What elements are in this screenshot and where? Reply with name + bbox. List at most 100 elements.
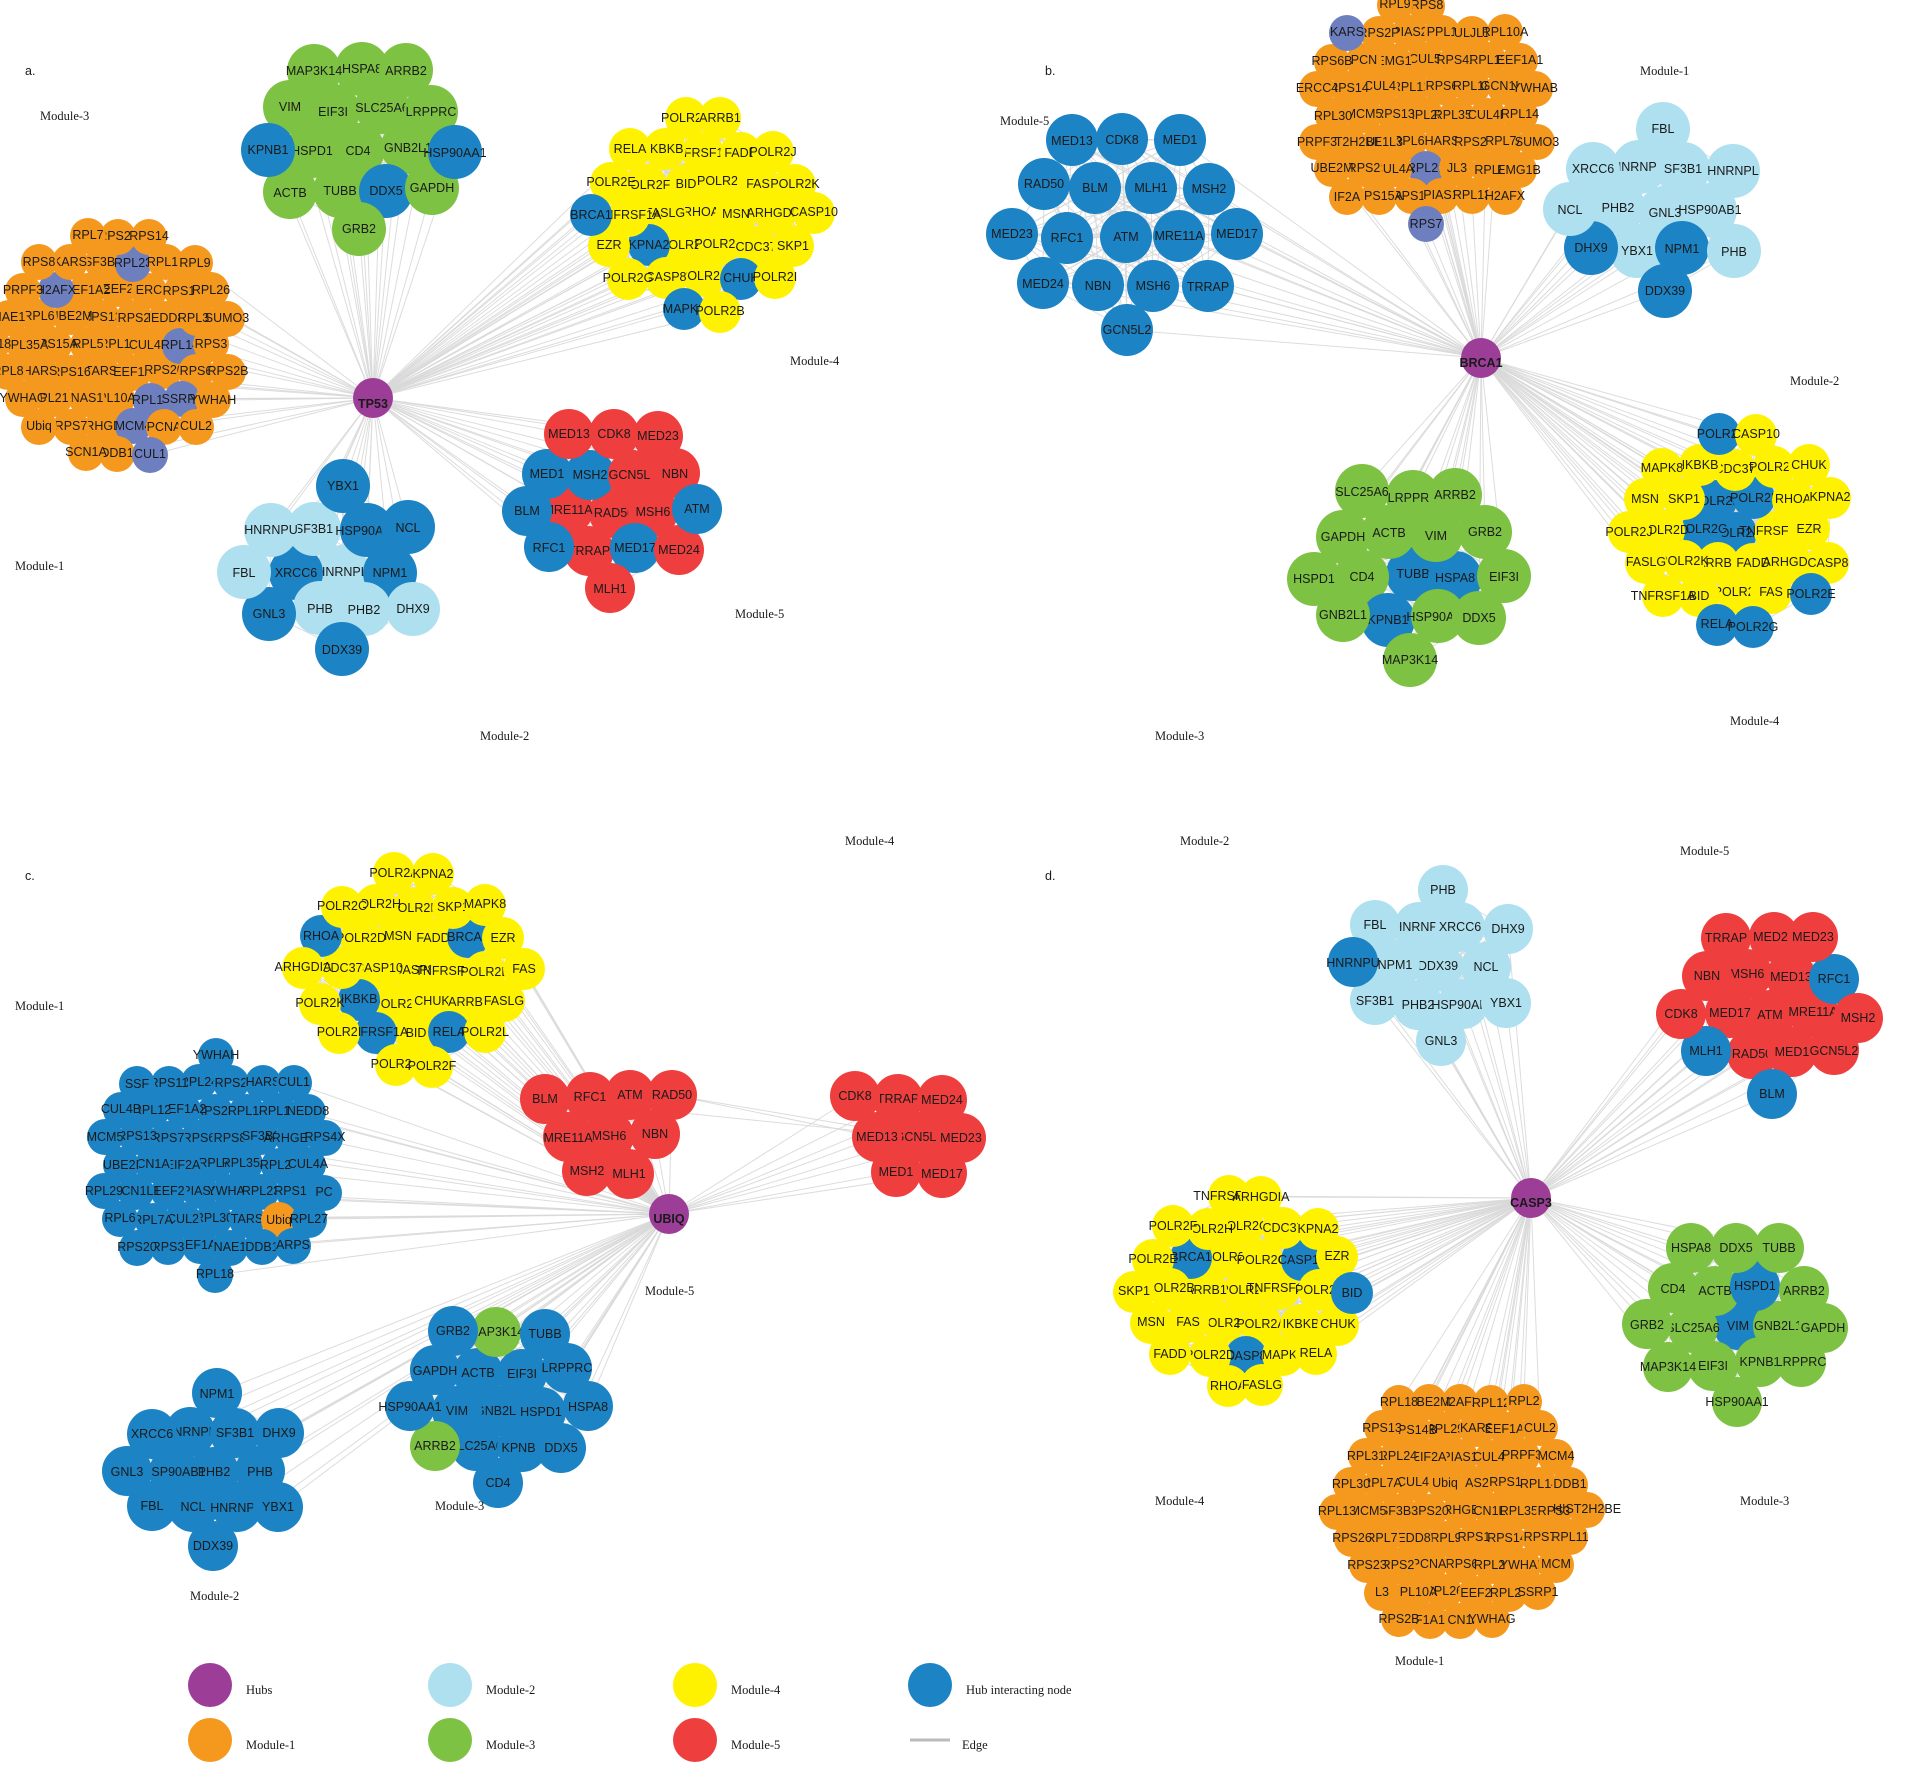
svg-text:ACTB: ACTB bbox=[1698, 1284, 1731, 1298]
svg-text:HSPA8: HSPA8 bbox=[1671, 1241, 1711, 1255]
svg-text:POLR2D: POLR2D bbox=[1185, 1348, 1235, 1362]
svg-text:NBN: NBN bbox=[1694, 969, 1720, 983]
svg-text:TUBB: TUBB bbox=[528, 1327, 561, 1341]
svg-text:VIM: VIM bbox=[446, 1404, 468, 1418]
svg-text:HSPA8: HSPA8 bbox=[1435, 571, 1475, 585]
svg-text:CUL4A: CUL4A bbox=[288, 1157, 329, 1171]
svg-text:MED23: MED23 bbox=[940, 1131, 982, 1145]
svg-text:RPL6: RPL6 bbox=[23, 309, 54, 323]
svg-text:DDX5: DDX5 bbox=[1719, 1241, 1752, 1255]
svg-text:ARPS: ARPS bbox=[276, 1238, 310, 1252]
svg-text:DDX39: DDX39 bbox=[322, 643, 362, 657]
svg-text:CUL1: CUL1 bbox=[278, 1075, 310, 1089]
svg-text:YWHAH: YWHAH bbox=[190, 393, 237, 407]
svg-text:GNB2L1: GNB2L1 bbox=[1754, 1319, 1802, 1333]
svg-text:BLM: BLM bbox=[532, 1092, 558, 1106]
svg-text:Module-1: Module-1 bbox=[15, 559, 64, 573]
svg-text:FASLG: FASLG bbox=[484, 994, 524, 1008]
svg-text:Ubiq: Ubiq bbox=[26, 419, 52, 433]
svg-text:FBL: FBL bbox=[141, 1499, 164, 1513]
svg-text:SKP1: SKP1 bbox=[1668, 492, 1700, 506]
svg-text:GCN5L2: GCN5L2 bbox=[1810, 1044, 1859, 1058]
svg-text:POLR2D: POLR2D bbox=[336, 931, 386, 945]
svg-text:GRB2: GRB2 bbox=[1630, 1318, 1664, 1332]
svg-text:CASP8: CASP8 bbox=[1808, 556, 1849, 570]
svg-text:SF3B1: SF3B1 bbox=[295, 522, 333, 536]
svg-text:GCN5L2: GCN5L2 bbox=[609, 468, 658, 482]
svg-text:XRCC6: XRCC6 bbox=[131, 1427, 173, 1441]
svg-text:EMG1B: EMG1B bbox=[1497, 163, 1541, 177]
svg-text:Module-5: Module-5 bbox=[735, 607, 784, 621]
svg-text:Module-4: Module-4 bbox=[790, 354, 840, 368]
svg-text:NCL: NCL bbox=[1557, 203, 1582, 217]
svg-text:YWHAH: YWHAH bbox=[193, 1048, 240, 1062]
svg-text:ACTB: ACTB bbox=[1372, 526, 1405, 540]
svg-text:Module-5: Module-5 bbox=[1680, 844, 1729, 858]
svg-text:Module-1: Module-1 bbox=[1640, 64, 1689, 78]
svg-text:BLM: BLM bbox=[1759, 1087, 1785, 1101]
svg-text:ERC: ERC bbox=[136, 283, 162, 297]
svg-text:MCM: MCM bbox=[1541, 1557, 1571, 1571]
svg-text:PHB: PHB bbox=[307, 602, 333, 616]
svg-text:KPNA2: KPNA2 bbox=[1298, 1222, 1339, 1236]
svg-text:RAD50: RAD50 bbox=[1732, 1047, 1772, 1061]
svg-text:YBX1: YBX1 bbox=[262, 1500, 294, 1514]
svg-text:RPL10A: RPL10A bbox=[1482, 25, 1529, 39]
svg-text:RHOA: RHOA bbox=[683, 205, 720, 219]
svg-text:ATM: ATM bbox=[1113, 230, 1138, 244]
svg-text:H2AFX: H2AFX bbox=[1485, 189, 1526, 203]
svg-text:RPS6B: RPS6B bbox=[1312, 54, 1353, 68]
svg-text:RPS7: RPS7 bbox=[55, 419, 88, 433]
svg-text:MSN: MSN bbox=[1631, 492, 1659, 506]
svg-text:POLR2C: POLR2C bbox=[317, 899, 367, 913]
svg-text:CN1A: CN1A bbox=[136, 1157, 170, 1171]
svg-text:PC: PC bbox=[315, 1185, 332, 1199]
svg-text:a.: a. bbox=[25, 64, 35, 78]
svg-text:L3: L3 bbox=[1375, 1585, 1389, 1599]
svg-text:ARHGDIA: ARHGDIA bbox=[275, 960, 333, 974]
svg-text:GNB2L1: GNB2L1 bbox=[1319, 608, 1367, 622]
svg-text:KPNB1: KPNB1 bbox=[1740, 1355, 1781, 1369]
svg-text:EDD8: EDD8 bbox=[1397, 1531, 1430, 1545]
svg-text:PRPF3: PRPF3 bbox=[1502, 1448, 1542, 1462]
svg-text:ARRB1: ARRB1 bbox=[699, 111, 741, 125]
svg-text:HNRNPL: HNRNPL bbox=[316, 565, 367, 579]
svg-text:DDX5: DDX5 bbox=[1462, 611, 1495, 625]
svg-text:POLR2J: POLR2J bbox=[749, 145, 796, 159]
svg-text:TRRAP: TRRAP bbox=[1705, 931, 1747, 945]
svg-text:FBL: FBL bbox=[1364, 918, 1387, 932]
svg-text:VIM: VIM bbox=[1425, 529, 1447, 543]
svg-text:MAP3K14: MAP3K14 bbox=[1382, 653, 1438, 667]
svg-text:EIF3I: EIF3I bbox=[1489, 570, 1519, 584]
svg-text:ARRB2: ARRB2 bbox=[1434, 488, 1476, 502]
svg-text:RPL27: RPL27 bbox=[290, 1212, 328, 1226]
svg-text:Module-1: Module-1 bbox=[1395, 1654, 1444, 1668]
svg-text:TRRAP: TRRAP bbox=[568, 544, 610, 558]
svg-text:b.: b. bbox=[1045, 64, 1055, 78]
svg-text:RPL9: RPL9 bbox=[1379, 0, 1410, 11]
svg-text:ATM: ATM bbox=[684, 502, 709, 516]
svg-text:TUBB: TUBB bbox=[1762, 1241, 1795, 1255]
svg-text:SF3B1: SF3B1 bbox=[216, 1426, 254, 1440]
svg-text:PCN: PCN bbox=[1351, 53, 1377, 67]
svg-text:PPL1: PPL1 bbox=[1427, 25, 1458, 39]
svg-text:PHB2: PHB2 bbox=[1602, 201, 1635, 215]
svg-text:RPL12: RPL12 bbox=[1472, 1396, 1510, 1410]
svg-text:RPL18: RPL18 bbox=[1380, 1395, 1418, 1409]
svg-text:RFC1: RFC1 bbox=[574, 1090, 607, 1104]
svg-text:RPS7: RPS7 bbox=[1410, 217, 1443, 231]
svg-text:BLM: BLM bbox=[1082, 181, 1108, 195]
svg-text:CUL4: CUL4 bbox=[1397, 1475, 1429, 1489]
svg-text:CD4: CD4 bbox=[485, 1476, 510, 1490]
svg-text:FBL: FBL bbox=[1652, 122, 1675, 136]
svg-text:MSH2: MSH2 bbox=[573, 468, 608, 482]
svg-text:HSPD1: HSPD1 bbox=[291, 144, 333, 158]
svg-text:MED24: MED24 bbox=[1022, 277, 1064, 291]
svg-text:MAPK8: MAPK8 bbox=[1641, 461, 1683, 475]
svg-text:RPL9: RPL9 bbox=[179, 256, 210, 270]
svg-text:Module-1: Module-1 bbox=[246, 1738, 295, 1752]
svg-text:MSN: MSN bbox=[384, 929, 412, 943]
svg-text:POLR2K: POLR2K bbox=[295, 996, 345, 1010]
svg-text:DDX39: DDX39 bbox=[1645, 284, 1685, 298]
svg-text:KPNA2: KPNA2 bbox=[1810, 490, 1851, 504]
